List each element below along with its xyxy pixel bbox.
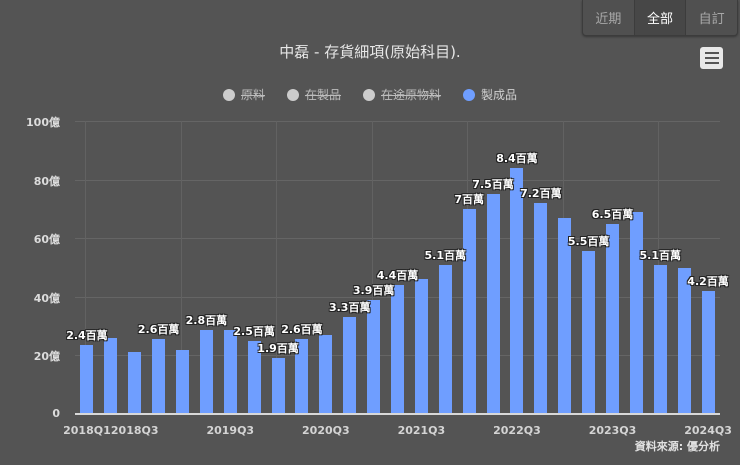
legend-dot-icon (222, 88, 235, 101)
legend-label: 製成品 (481, 88, 518, 102)
bar[interactable] (152, 339, 166, 414)
legend-label: 在製品 (304, 88, 341, 102)
y-axis-label: 80億 (33, 174, 60, 188)
chart-legend: 原料 在製品 在途原物料 製成品 (0, 86, 740, 103)
bar[interactable] (510, 167, 524, 414)
x-axis-label: 2023Q3 (588, 424, 637, 437)
gridline-horizontal (75, 238, 720, 240)
y-axis-label: 0 (52, 407, 60, 420)
bar[interactable] (606, 223, 619, 414)
data-label: 2.5百萬 (233, 324, 275, 338)
gridline-vertical (371, 121, 373, 414)
bar[interactable] (80, 345, 94, 414)
bar[interactable] (677, 267, 691, 414)
chart-menu-button[interactable] (700, 47, 723, 69)
data-label: 5.5百萬 (567, 235, 610, 249)
bar[interactable] (343, 317, 357, 414)
legend-item-finished-goods[interactable]: 製成品 (463, 86, 517, 103)
gridline-vertical (276, 121, 278, 414)
legend-item-raw-material[interactable]: 原料 (222, 86, 265, 103)
y-axis-label: 60億 (33, 233, 60, 247)
bar[interactable] (438, 264, 452, 414)
data-label: 4.2百萬 (687, 274, 729, 288)
data-label: 7.2百萬 (520, 187, 562, 201)
bar[interactable] (176, 349, 189, 414)
data-label: 3.9百萬 (352, 283, 395, 297)
bar[interactable] (486, 194, 500, 414)
bar[interactable] (391, 285, 404, 414)
bar[interactable] (462, 208, 476, 414)
hamburger-menu-icon (704, 57, 719, 59)
gridline-horizontal (75, 121, 720, 122)
data-label: 3.3百萬 (328, 301, 371, 315)
x-axis-line (75, 413, 720, 415)
legend-dot-icon (463, 88, 476, 101)
x-axis-label: 2018Q1 (63, 424, 111, 437)
bar[interactable] (271, 358, 285, 414)
data-label: 2.6百萬 (137, 323, 180, 337)
y-axis-label: 100億 (26, 116, 60, 129)
bar[interactable] (223, 330, 237, 414)
legend-item-in-transit[interactable]: 在途原物料 (363, 86, 441, 103)
x-axis-label: 2024Q3 (684, 424, 732, 437)
data-label: 7百萬 (454, 192, 484, 206)
bar[interactable] (414, 279, 428, 414)
bar[interactable] (701, 290, 715, 414)
bar[interactable] (367, 299, 381, 414)
bar[interactable] (558, 217, 572, 414)
y-axis-label: 20億 (33, 350, 60, 364)
legend-item-wip[interactable]: 在製品 (286, 86, 341, 103)
range-recent-button[interactable]: 近期 (583, 0, 635, 35)
x-axis-label: 2019Q3 (206, 424, 255, 437)
hamburger-menu-icon (704, 52, 719, 54)
gridline-horizontal (75, 179, 720, 181)
gridline-vertical (84, 121, 86, 414)
bar[interactable] (295, 339, 309, 414)
gridline-vertical (180, 121, 182, 414)
y-axis-label: 40億 (33, 291, 60, 305)
data-label: 8.4百萬 (496, 151, 538, 165)
bar[interactable] (104, 337, 118, 414)
range-selector: 近期 全部 自訂 (582, 0, 738, 36)
data-label: 2.6百萬 (281, 323, 323, 337)
range-custom-button[interactable]: 自訂 (698, 12, 725, 27)
x-axis-label: 2022Q3 (493, 424, 541, 437)
bar[interactable] (128, 352, 142, 414)
x-axis-label: 2018Q3 (110, 424, 159, 437)
legend-label: 原料 (240, 88, 265, 102)
hamburger-menu-icon (704, 62, 719, 64)
bar[interactable] (247, 340, 261, 414)
data-label: 7.5百萬 (472, 178, 514, 192)
bar[interactable] (629, 211, 643, 414)
legend-dot-icon (286, 88, 299, 101)
x-axis-label: 2021Q3 (397, 424, 446, 437)
bar[interactable] (319, 334, 333, 414)
data-label: 1.9百萬 (257, 342, 299, 356)
data-label: 5.1百萬 (424, 248, 467, 262)
data-label: 2.4百萬 (66, 329, 108, 343)
data-label: 6.5百萬 (591, 207, 634, 221)
bar[interactable] (534, 203, 548, 414)
x-axis-label: 2020Q3 (302, 424, 350, 437)
legend-dot-icon (363, 88, 375, 101)
data-label: 2.8百萬 (185, 314, 228, 328)
chart-title: 中磊 - 存貨細項(原始科目). (279, 43, 461, 61)
bar[interactable] (199, 330, 213, 414)
bar[interactable] (653, 264, 667, 414)
bar[interactable] (582, 251, 596, 414)
data-label: 4.4百萬 (376, 269, 419, 283)
source-credit[interactable]: 資料來源: 優分析 (634, 440, 720, 453)
legend-label: 在途原物料 (381, 88, 442, 102)
data-label: 5.1百萬 (639, 248, 682, 262)
range-all-button[interactable]: 全部 (634, 0, 687, 35)
